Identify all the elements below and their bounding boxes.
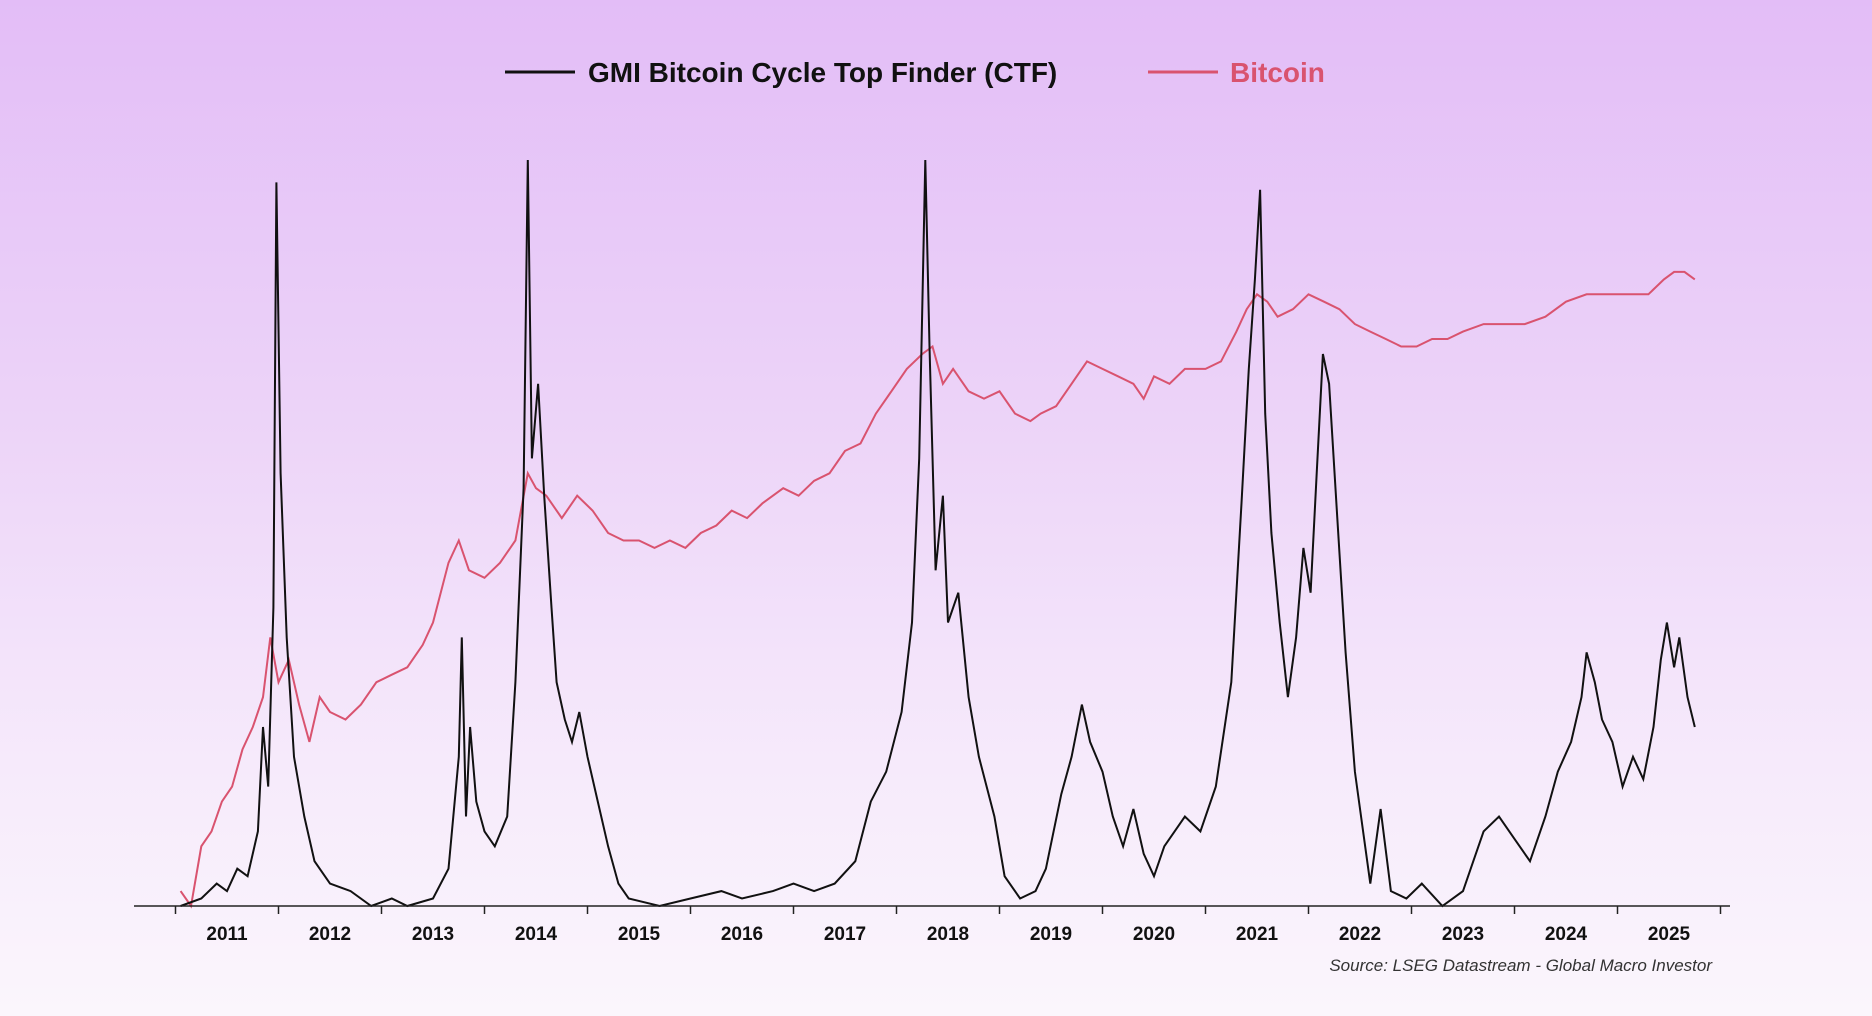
series-line-ctf [180, 159, 1696, 908]
x-tick-label: 2013 [412, 924, 454, 945]
x-axis-ticks: 2011 2012 2013 2014 2015 2016 2017 2018 2019 2020… [174, 906, 1722, 945]
x-tick-label: 2018 [927, 924, 969, 945]
x-axis: 2011 2012 2013 2014 2015 2016 2017 2018 2019 2020… [134, 905, 1730, 945]
x-tick-label: 2015 [618, 924, 661, 945]
x-tick-label: 2025 [1648, 924, 1691, 945]
x-tick-label: 2019 [1030, 924, 1072, 945]
x-tick-label: 2011 [206, 924, 248, 945]
x-tick-label: 2023 [1442, 924, 1484, 945]
plot-area [179, 159, 1696, 909]
legend: GMI Bitcoin Cycle Top Finder (CTF) Bitco… [505, 57, 1325, 88]
x-tick-label: 2021 [1236, 924, 1279, 945]
x-tick-label: 2012 [309, 924, 351, 945]
x-tick-label: 2014 [515, 924, 558, 945]
x-tick-label: 2024 [1545, 924, 1588, 945]
series-line-bitcoin [179, 270, 1696, 909]
legend-label-bitcoin: Bitcoin [1230, 57, 1325, 88]
source-note: Source: LSEG Datastream - Global Macro I… [1329, 956, 1713, 975]
legend-label-ctf: GMI Bitcoin Cycle Top Finder (CTF) [588, 57, 1057, 88]
x-tick-label: 2022 [1339, 924, 1381, 945]
x-tick-label: 2020 [1133, 924, 1175, 945]
x-tick-label: 2016 [721, 924, 763, 945]
x-tick-label: 2017 [824, 924, 866, 945]
